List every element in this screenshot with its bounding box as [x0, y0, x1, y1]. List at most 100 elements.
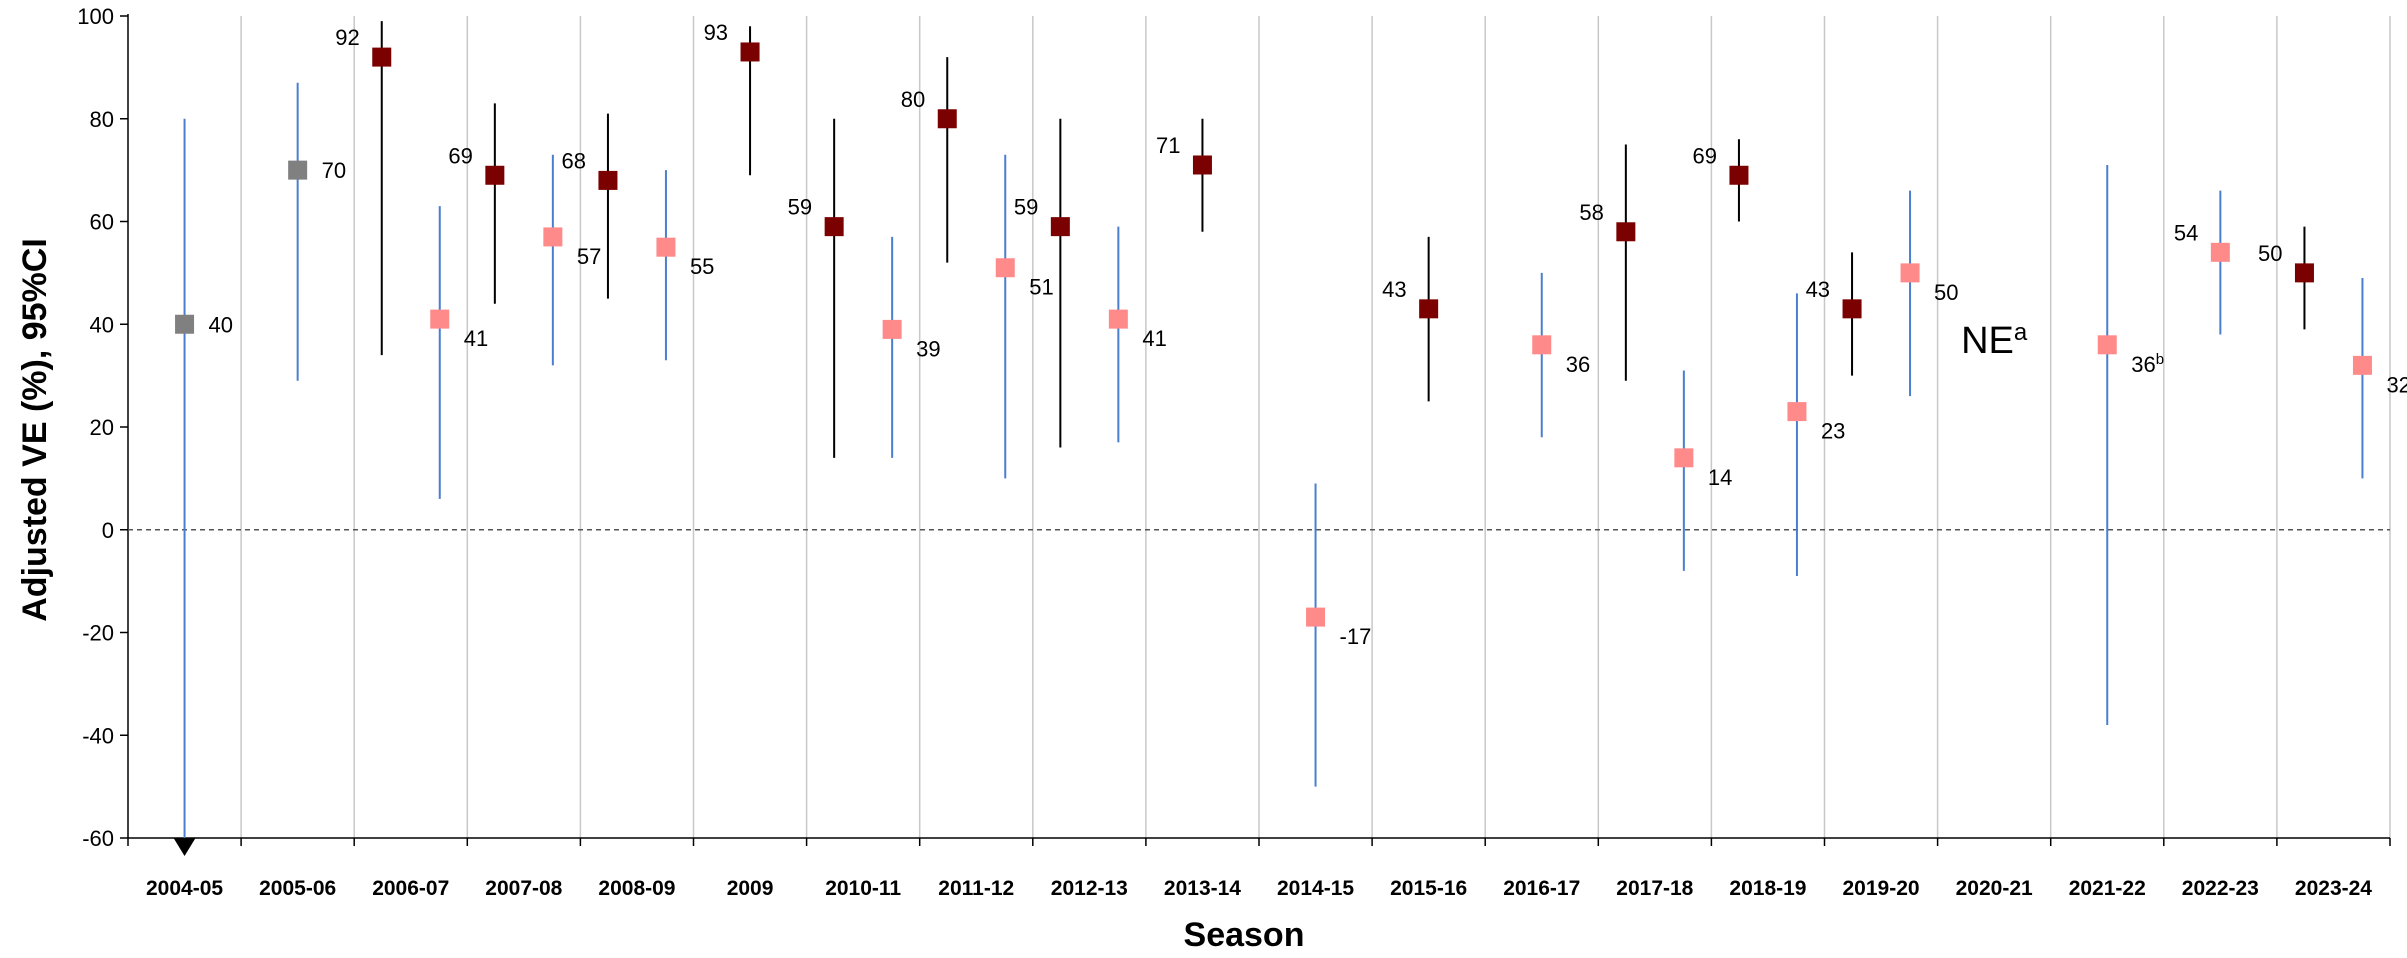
annotation-superscript: a: [2014, 318, 2028, 345]
x-axis-title: Season: [1184, 916, 1305, 953]
x-tick-label: 2014-15: [1277, 877, 1354, 900]
ve-marker: [598, 170, 618, 190]
ve-marker: [740, 42, 760, 62]
x-tick-label: 2021-22: [2069, 877, 2146, 900]
ve-marker: [1050, 217, 1070, 237]
x-tick-label: 2007-08: [485, 877, 562, 900]
y-tick-label: 80: [90, 107, 114, 132]
data-labels: 40 70 92 69 68 93 59 80 59 71 43 58 69 43 50 41 57 55 39 51…: [209, 20, 2407, 649]
point-markers: [175, 42, 2372, 627]
data-label: 55: [690, 254, 714, 279]
not-estimated-annotation: NEa: [1961, 318, 2028, 362]
ve-marker: [1192, 155, 1212, 175]
ve-marker: [1532, 335, 1552, 355]
data-label: 23: [1821, 419, 1845, 444]
ve-marker: [2294, 263, 2314, 283]
x-tick-label: 2010-11: [825, 877, 901, 900]
data-label: 36: [1566, 352, 1590, 377]
ve-marker: [1419, 299, 1439, 319]
x-tick-label: 2011-12: [938, 877, 1014, 900]
ve-marker: [2210, 242, 2230, 262]
ve-marker: [824, 217, 844, 237]
data-label: 57: [577, 244, 601, 269]
x-tick-label: 2008-09: [598, 877, 675, 900]
y-tick-label: 20: [90, 415, 114, 440]
ve-marker: [882, 319, 902, 339]
ci-arrow-down-icon: [173, 838, 196, 856]
x-tick-label: 2016-17: [1503, 877, 1580, 900]
ve-marker: [995, 258, 1015, 278]
data-label: 41: [464, 326, 488, 351]
data-label: 58: [1579, 200, 1603, 225]
ve-marker: [372, 47, 392, 67]
ve-marker: [1674, 448, 1694, 468]
x-tick-label: 2019-20: [1843, 877, 1920, 900]
ve-marker: [543, 227, 563, 247]
x-tick-label: 2005-06: [259, 877, 336, 900]
ve-marker: [1787, 402, 1807, 422]
data-label: 69: [1692, 143, 1716, 168]
data-label: 59: [788, 195, 812, 220]
x-tick-label: 2017-18: [1616, 877, 1693, 900]
y-tick-label: -20: [82, 621, 114, 646]
data-label: 69: [448, 143, 472, 168]
data-label: 68: [561, 148, 585, 173]
data-label: 43: [1806, 277, 1830, 302]
data-label: 54: [2174, 220, 2198, 245]
data-label: -17: [1340, 624, 1372, 649]
ve-marker: [937, 109, 957, 129]
y-tick-label: 60: [90, 210, 114, 235]
data-label: 32: [2386, 372, 2407, 397]
data-label: 51: [1029, 275, 1053, 300]
y-tick-label: 0: [102, 518, 114, 543]
ve-marker: [1900, 263, 1920, 283]
x-tick-label: 2022-23: [2182, 877, 2259, 900]
gridlines: [240, 16, 2391, 838]
data-label: 14: [1708, 465, 1732, 490]
ve-marker: [1729, 165, 1749, 185]
data-label: 80: [901, 87, 925, 112]
data-label: 50: [2258, 241, 2282, 266]
axes: 100 80 60 40 20 0 -20 -40 -60 2004-05 2005-06 2006-…: [77, 4, 2391, 900]
data-label: 36b: [2131, 350, 2164, 377]
x-tick-label: 2012-13: [1051, 877, 1128, 900]
x-tick-label: 2006-07: [372, 877, 449, 900]
data-label: 40: [209, 312, 233, 337]
y-tick-label: -40: [82, 723, 114, 748]
x-tick-label: 2015-16: [1390, 877, 1467, 900]
ve-marker: [2097, 335, 2117, 355]
x-tick-label: 2023-24: [2295, 877, 2372, 900]
confidence-intervals: [173, 21, 2364, 856]
ve-marker: [485, 165, 505, 185]
ve-marker: [430, 309, 450, 329]
y-tick-label: -60: [82, 826, 114, 851]
data-label: 41: [1142, 326, 1166, 351]
x-tick-label: 2004-05: [146, 877, 223, 900]
data-label: 71: [1156, 133, 1180, 158]
data-label: 93: [704, 20, 728, 45]
x-tick-label: 2018-19: [1729, 877, 1806, 900]
ve-marker: [288, 160, 308, 180]
data-label: 59: [1014, 195, 1038, 220]
data-label: 39: [916, 336, 940, 361]
ve-marker: [1616, 222, 1636, 242]
ve-marker: [1306, 607, 1326, 627]
ve-marker: [2352, 355, 2372, 375]
ve-marker: [1108, 309, 1128, 329]
x-tick-label: 2009: [727, 877, 774, 900]
x-tick-label: 2020-21: [1956, 877, 2033, 900]
data-label: 50: [1934, 280, 1958, 305]
ve-marker: [1842, 299, 1862, 319]
x-tick-label: 2013-14: [1164, 877, 1241, 900]
data-label: 92: [335, 25, 359, 50]
ve-marker: [175, 314, 195, 334]
y-axis-title: Adjusted VE (%), 95%CI: [16, 238, 54, 622]
y-tick-label: 100: [77, 4, 114, 29]
data-label-superscript: b: [2156, 350, 2164, 367]
y-tick-label: 40: [90, 312, 114, 337]
data-label: 43: [1382, 277, 1406, 302]
ve-marker: [656, 237, 676, 257]
data-label: 70: [322, 158, 346, 183]
